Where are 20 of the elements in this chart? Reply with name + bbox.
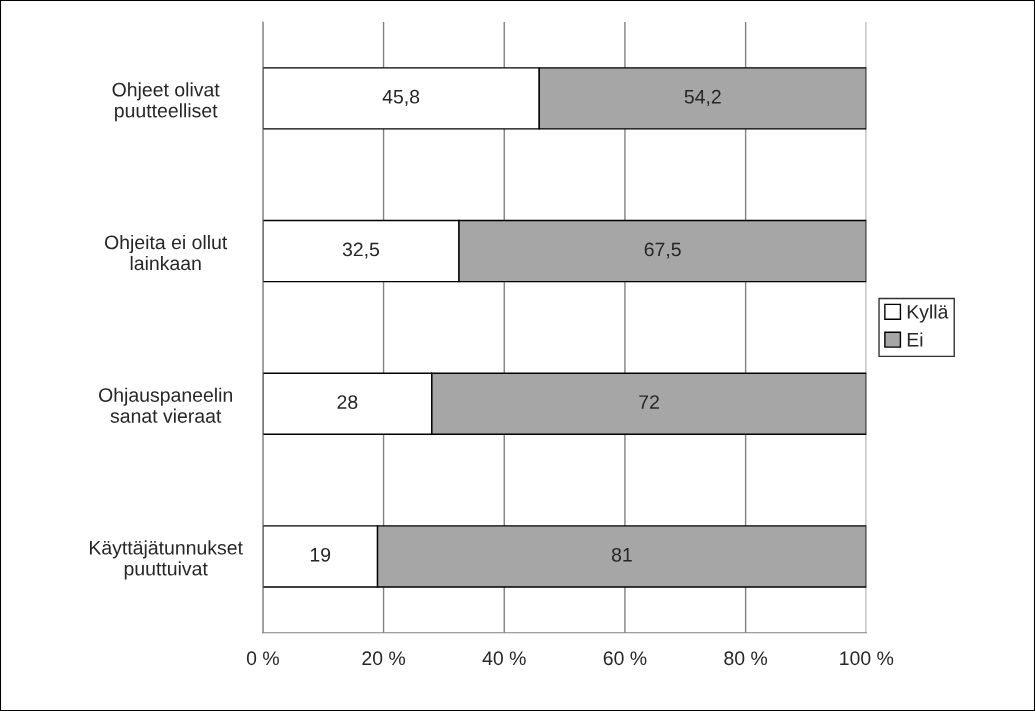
x-tick-label: 0 % (246, 651, 279, 666)
x-tick-label: 60 % (603, 651, 647, 666)
data-label: 72 (639, 395, 659, 409)
data-label: 54,2 (684, 89, 721, 106)
y-tick-label: Ohjeet olivat puutteelliset (112, 82, 220, 122)
x-tick-label: 100 % (840, 651, 894, 666)
data-label: 81 (611, 547, 632, 562)
data-label: 32,5 (342, 242, 380, 259)
x-tick-label: 20 % (362, 651, 406, 666)
data-label: 28 (337, 395, 358, 409)
legend-label: Kyllä (907, 304, 949, 323)
legend-label: Ei (907, 332, 923, 347)
data-label: 45,8 (382, 89, 420, 106)
x-tick-label: 40 % (482, 651, 526, 666)
y-tick-label: Käyttäjätunnukset puuttuivat (89, 540, 243, 580)
y-tick-label: Ohjauspaneelin sanat vieraat (99, 387, 232, 423)
x-tick-label: 80 % (724, 651, 768, 666)
data-label: 67,5 (644, 242, 681, 259)
data-label: 19 (310, 547, 331, 562)
y-tick-label: Ohjeita ei ollut lainkaan (104, 234, 228, 271)
